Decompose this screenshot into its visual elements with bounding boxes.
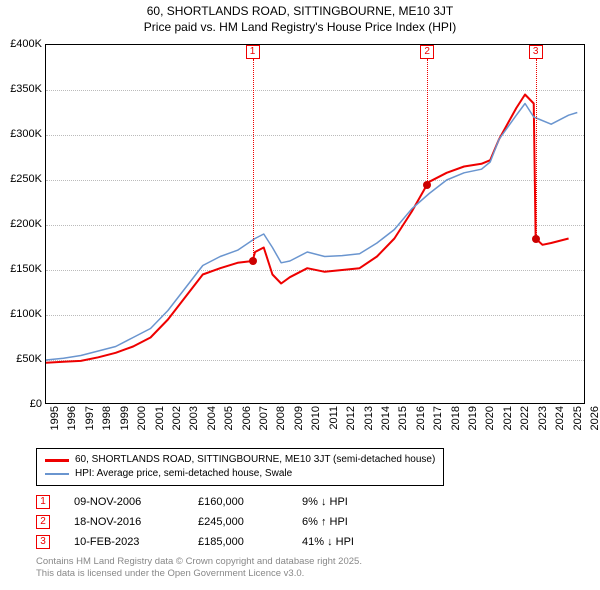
sale-marker-line	[427, 59, 428, 185]
y-tick-label: £300K	[10, 128, 42, 140]
x-tick-label: 2016	[415, 406, 427, 430]
y-tick-label: £50K	[16, 353, 42, 365]
y-tick-label: £200K	[10, 218, 42, 230]
sale-dot	[423, 181, 431, 189]
sale-row-price: £160,000	[198, 496, 278, 508]
x-tick-label: 2012	[345, 406, 357, 430]
legend-item-hpi: HPI: Average price, semi-detached house,…	[45, 467, 435, 481]
sale-row-date: 18-NOV-2016	[74, 516, 174, 528]
sale-marker-line	[253, 59, 254, 261]
x-tick-label: 2004	[206, 406, 218, 430]
y-tick-label: £0	[30, 398, 42, 410]
legend-swatch-hpi	[45, 473, 69, 475]
legend-swatch-property	[45, 459, 69, 462]
legend-box: 60, SHORTLANDS ROAD, SITTINGBOURNE, ME10…	[36, 448, 444, 486]
y-tick-label: £250K	[10, 173, 42, 185]
x-tick-label: 2024	[554, 406, 566, 430]
x-tick-label: 1997	[84, 406, 96, 430]
sale-dot	[532, 235, 540, 243]
sales-row: 1 09-NOV-2006 £160,000 9% ↓ HPI	[36, 492, 402, 512]
sale-row-index: 3	[36, 535, 50, 549]
x-tick-label: 1999	[119, 406, 131, 430]
x-tick-label: 2019	[467, 406, 479, 430]
y-tick-label: £150K	[10, 263, 42, 275]
legend-item-property: 60, SHORTLANDS ROAD, SITTINGBOURNE, ME10…	[45, 453, 435, 467]
chart-title-line1: 60, SHORTLANDS ROAD, SITTINGBOURNE, ME10…	[0, 4, 600, 18]
x-tick-label: 2020	[484, 406, 496, 430]
sale-marker-line	[536, 59, 537, 239]
copyright-line2: This data is licensed under the Open Gov…	[36, 568, 362, 580]
x-tick-label: 2001	[154, 406, 166, 430]
sale-marker-box: 2	[420, 45, 434, 59]
sales-row: 3 10-FEB-2023 £185,000 41% ↓ HPI	[36, 532, 402, 552]
x-tick-label: 2026	[589, 406, 600, 430]
sale-marker-box: 3	[529, 45, 543, 59]
sale-row-index: 1	[36, 495, 50, 509]
sale-marker-box: 1	[246, 45, 260, 59]
x-tick-label: 2008	[275, 406, 287, 430]
x-tick-label: 2022	[519, 406, 531, 430]
plot-area: 1 2 3	[45, 44, 585, 404]
x-tick-label: 1995	[49, 406, 61, 430]
x-tick-label: 2011	[328, 406, 340, 430]
x-tick-label: 2002	[171, 406, 183, 430]
sale-row-date: 10-FEB-2023	[74, 536, 174, 548]
sale-row-date: 09-NOV-2006	[74, 496, 174, 508]
sale-row-price: £245,000	[198, 516, 278, 528]
x-tick-label: 2009	[293, 406, 305, 430]
y-tick-label: £100K	[10, 308, 42, 320]
sale-row-diff: 9% ↓ HPI	[302, 496, 402, 508]
sales-row: 2 18-NOV-2016 £245,000 6% ↑ HPI	[36, 512, 402, 532]
sale-row-diff: 41% ↓ HPI	[302, 536, 402, 548]
x-tick-label: 2010	[310, 406, 322, 430]
x-tick-label: 2007	[258, 406, 270, 430]
x-tick-label: 2006	[241, 406, 253, 430]
x-tick-label: 1998	[101, 406, 113, 430]
chart-lines	[46, 45, 584, 403]
sale-row-diff: 6% ↑ HPI	[302, 516, 402, 528]
series-hpi	[46, 104, 577, 361]
sale-dot	[249, 257, 257, 265]
x-tick-label: 2017	[432, 406, 444, 430]
series-property	[46, 95, 569, 363]
sale-row-price: £185,000	[198, 536, 278, 548]
x-tick-label: 2015	[397, 406, 409, 430]
legend-label-hpi: HPI: Average price, semi-detached house,…	[75, 467, 292, 481]
x-tick-label: 2000	[136, 406, 148, 430]
x-tick-label: 2005	[223, 406, 235, 430]
sale-row-index: 2	[36, 515, 50, 529]
y-tick-label: £400K	[10, 38, 42, 50]
x-tick-label: 2003	[188, 406, 200, 430]
x-tick-label: 2018	[450, 406, 462, 430]
y-tick-label: £350K	[10, 83, 42, 95]
x-tick-label: 2025	[572, 406, 584, 430]
copyright-line1: Contains HM Land Registry data © Crown c…	[36, 556, 362, 568]
x-tick-label: 2014	[380, 406, 392, 430]
legend-label-property: 60, SHORTLANDS ROAD, SITTINGBOURNE, ME10…	[75, 453, 435, 467]
x-tick-label: 2021	[502, 406, 514, 430]
copyright-block: Contains HM Land Registry data © Crown c…	[36, 556, 362, 580]
x-tick-label: 2013	[363, 406, 375, 430]
x-tick-label: 2023	[537, 406, 549, 430]
chart-title-line2: Price paid vs. HM Land Registry's House …	[0, 20, 600, 34]
x-tick-label: 1996	[66, 406, 78, 430]
sales-table: 1 09-NOV-2006 £160,000 9% ↓ HPI 2 18-NOV-2016…	[36, 492, 402, 552]
